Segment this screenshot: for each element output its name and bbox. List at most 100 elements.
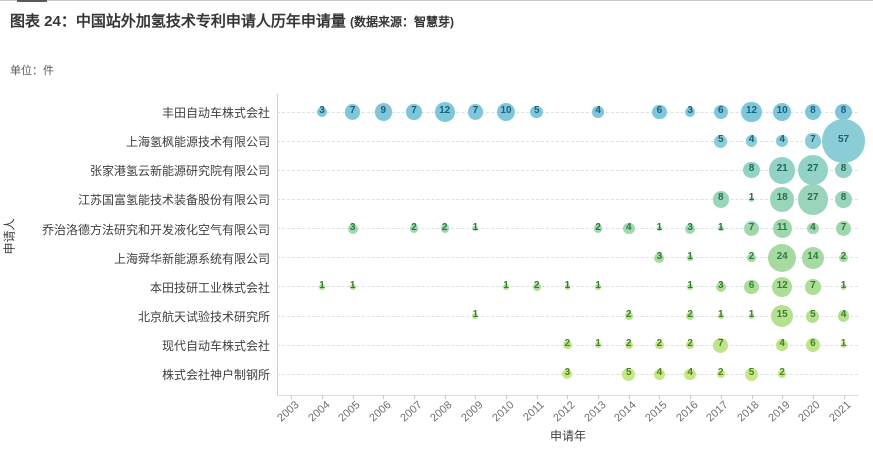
bubble (686, 311, 695, 321)
bubble-value: 1 (687, 279, 693, 291)
bubble-value: 1 (472, 309, 479, 321)
bubble (503, 284, 509, 290)
x-tick (475, 395, 477, 399)
bubble-value: 14 (807, 250, 819, 262)
bubble-value: 5 (533, 105, 540, 116)
bubble-value: 6 (748, 279, 755, 291)
bubble-value: 1 (319, 279, 325, 291)
bubble-value: 10 (500, 105, 512, 116)
bubble-value: 10 (776, 105, 788, 116)
row-gridline (277, 228, 858, 230)
bubble (592, 106, 604, 118)
x-tick (444, 395, 446, 399)
bubble (821, 119, 866, 164)
bubble-value: 7 (472, 105, 479, 116)
bubble-value: 5 (748, 367, 755, 379)
x-tick-label: 2013 (581, 399, 609, 425)
bubble (713, 104, 728, 120)
bubble-value: 6 (656, 105, 663, 116)
figure-title: 图表 24：中国站外加氢技术专利申请人历年申请量 (数据来源：智慧芽) (10, 10, 454, 31)
bubble-value: 1 (595, 338, 601, 350)
bubble (467, 104, 484, 120)
bubble (653, 368, 666, 381)
x-tick (751, 395, 753, 399)
bubble (840, 342, 847, 349)
bubble (776, 339, 788, 351)
bubble (715, 281, 726, 292)
x-tick (567, 395, 569, 399)
bubble-value: 2 (656, 338, 663, 350)
x-tick (720, 395, 722, 399)
bubble-value: 27 (807, 192, 819, 204)
bubble (562, 369, 573, 380)
x-tick (843, 395, 845, 399)
bubble-value: 8 (748, 163, 755, 175)
bubble (743, 220, 760, 237)
bubble (741, 101, 762, 123)
x-tick (383, 395, 385, 399)
bubble (564, 284, 571, 290)
bubble (745, 135, 758, 147)
x-tick-label: 2018 (735, 399, 762, 425)
bubble (778, 370, 787, 379)
bubble (776, 135, 788, 147)
bubble (684, 368, 696, 381)
bubble-value: 2 (779, 367, 785, 379)
row-gridline (277, 169, 858, 171)
bubble-value: 8 (840, 105, 847, 116)
bubble-value: 2 (441, 221, 448, 233)
bubble (805, 338, 820, 353)
bubble-value: 1 (748, 192, 755, 204)
bubble-value: 7 (748, 221, 755, 233)
row-label: 张家港氢云新能源研究院有限公司 (89, 164, 270, 179)
bubble (807, 222, 819, 235)
bubble (496, 102, 516, 122)
bubble-value: 1 (564, 279, 571, 291)
bubble-value: 8 (810, 105, 816, 116)
bubble-value: 3 (564, 367, 571, 379)
y-axis-line (277, 94, 278, 395)
bubble (797, 155, 828, 186)
bubble (472, 313, 479, 319)
x-tick-label: 2004 (305, 399, 333, 425)
bubble-value: 1 (840, 279, 847, 291)
bubble (714, 134, 728, 148)
bubble (769, 187, 795, 212)
bubble-value: 2 (625, 338, 632, 350)
bubble (835, 191, 852, 208)
bubble-value: 1 (748, 309, 755, 321)
bubble-value: 8 (840, 163, 847, 175)
row-label: 本田技研工业株式会社 (149, 280, 270, 295)
row-label: 上海氢枫能源技术有限公司 (125, 135, 270, 150)
x-axis-title: 申请年 (549, 429, 586, 443)
bubble-value: 21 (776, 163, 788, 175)
bubble-value: 9 (380, 105, 387, 116)
bubble (622, 367, 636, 381)
bubble (835, 103, 852, 121)
page-top-divider (17, 0, 47, 2)
bubble (374, 103, 393, 121)
bubble (747, 253, 756, 262)
bubble-value: 7 (349, 105, 356, 116)
row-label: 乔治洛德方法研究和开发液化空气有限公司 (41, 222, 270, 237)
bubble (804, 103, 822, 121)
row-label: 北京航天试验技术研究所 (137, 310, 270, 325)
bubble (716, 370, 725, 379)
bubble-value: 1 (840, 338, 847, 350)
x-tick-label: 2015 (643, 399, 670, 425)
bubble (797, 184, 828, 215)
bubble-value: 2 (687, 309, 693, 321)
bubble (717, 225, 724, 232)
x-tick (506, 395, 508, 399)
bubble (802, 246, 824, 269)
bubble (656, 225, 663, 232)
bubble-value: 1 (656, 221, 663, 233)
bubble (806, 309, 820, 323)
bubble (685, 223, 696, 234)
bubble (772, 218, 792, 239)
bubble (406, 104, 422, 120)
bubble (712, 191, 729, 208)
row-label: 株式会社神户制钢所 (161, 368, 270, 383)
x-tick-label: 2008 (428, 399, 455, 425)
